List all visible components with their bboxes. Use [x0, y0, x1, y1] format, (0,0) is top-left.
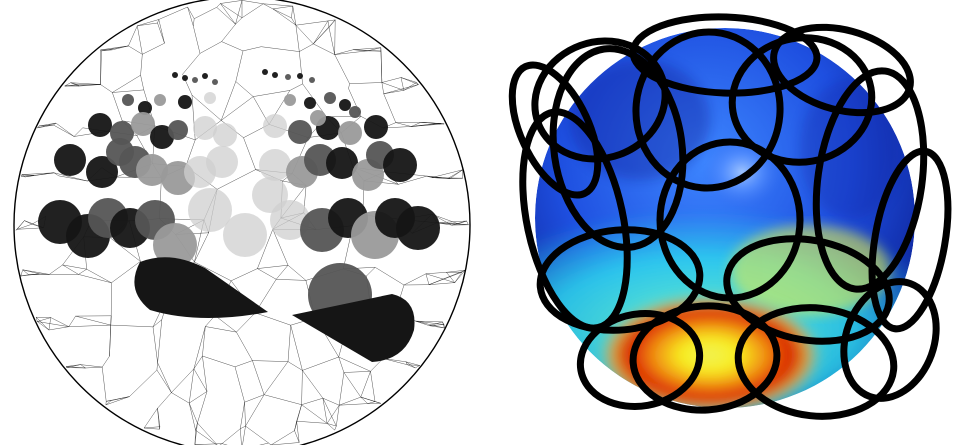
disc	[172, 72, 178, 78]
disc	[304, 97, 316, 109]
disc	[86, 156, 118, 188]
disc	[284, 94, 296, 106]
disc	[54, 144, 86, 176]
disc	[324, 92, 336, 104]
disc	[326, 147, 358, 179]
wireframe-sphere-panel	[13, 0, 471, 445]
coil-loop	[549, 45, 687, 251]
disc	[153, 223, 197, 267]
disc	[223, 213, 267, 257]
disc	[193, 116, 217, 140]
disc	[263, 114, 287, 138]
disc	[192, 77, 198, 83]
disc	[383, 148, 417, 182]
disc	[285, 74, 291, 80]
disc	[88, 113, 112, 137]
coil-loop	[536, 226, 704, 334]
disc	[310, 110, 326, 126]
coil-loops	[508, 13, 952, 420]
disc	[349, 106, 361, 118]
disc	[339, 99, 351, 111]
disc	[364, 115, 388, 139]
disc	[259, 149, 291, 181]
coil-loop	[576, 310, 704, 410]
coil-loop	[812, 67, 928, 293]
disc	[188, 188, 232, 232]
coil-loop	[868, 147, 952, 333]
disc	[122, 94, 134, 106]
disc-array	[38, 69, 440, 362]
disc	[252, 177, 288, 213]
disc	[136, 154, 168, 186]
disc	[206, 146, 238, 178]
coil-loop	[770, 23, 914, 117]
coil-loop	[734, 304, 898, 420]
disc	[272, 72, 278, 78]
coil-loop	[629, 13, 821, 97]
coil-loop	[629, 302, 781, 414]
disc	[150, 125, 174, 149]
dark-cone-shape	[292, 294, 415, 362]
coil-loop	[632, 28, 784, 192]
disc	[213, 123, 237, 147]
sphere-outline	[13, 0, 471, 445]
colormapped-sphere-panel	[508, 13, 952, 420]
dark-cone-shape	[134, 257, 268, 319]
coil-loop	[728, 34, 876, 166]
disc	[202, 73, 208, 79]
disc	[288, 120, 312, 144]
disc	[168, 120, 188, 140]
disc	[297, 73, 303, 79]
coil-loop	[723, 235, 893, 345]
disc	[154, 94, 166, 106]
disc	[262, 69, 268, 75]
coil-loop	[508, 61, 602, 199]
disc	[212, 79, 218, 85]
disc	[138, 101, 152, 115]
disc	[204, 92, 216, 104]
disc	[131, 112, 155, 136]
disc	[178, 95, 192, 109]
disc	[309, 77, 315, 83]
coil-loop	[840, 278, 940, 402]
disc	[182, 75, 188, 81]
disc	[396, 206, 440, 250]
disc	[338, 121, 362, 145]
